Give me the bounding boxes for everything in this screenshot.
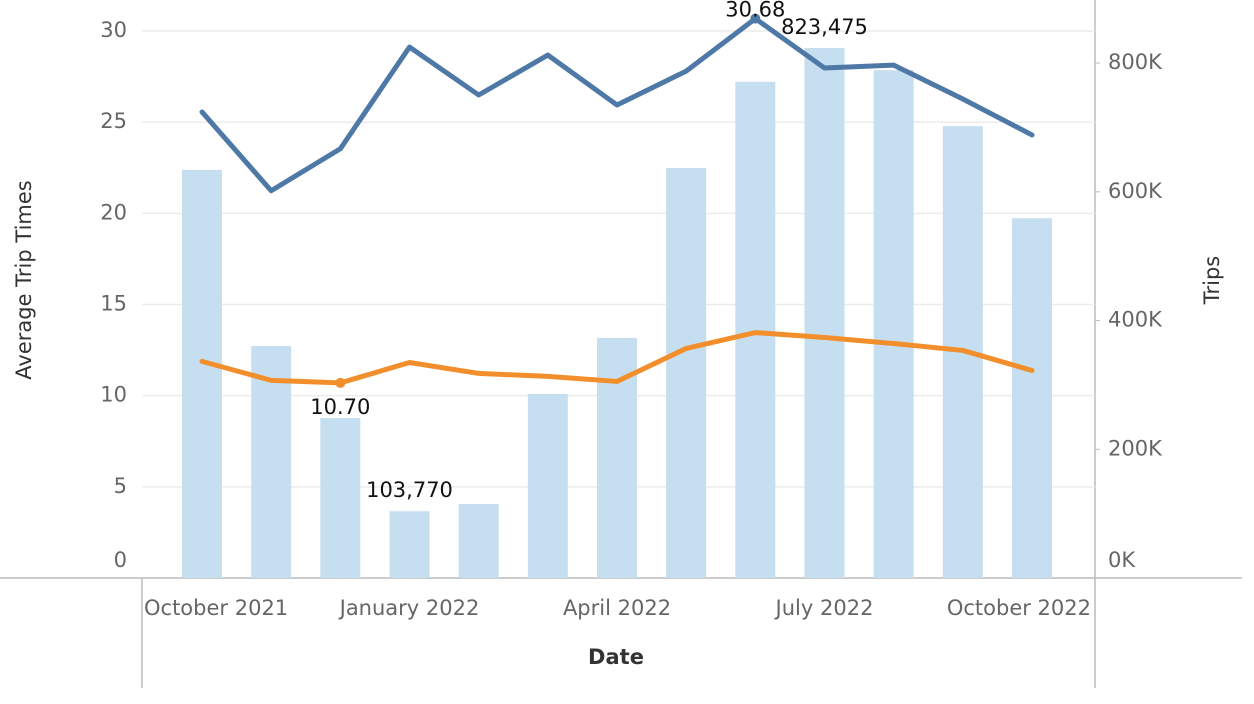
data-label: 30.68 (725, 0, 785, 22)
y2-tick-label: 800K (1108, 50, 1163, 74)
y-axis-title: Average Trip Times (12, 180, 36, 379)
bar (527, 393, 568, 578)
x-tick-label: October 2021 (144, 596, 288, 620)
y-tick-label: 10 (100, 383, 127, 407)
data-label: 10.70 (310, 395, 370, 419)
y2-axis-title: Trips (1200, 256, 1224, 305)
x-axis-title: Date (588, 645, 644, 669)
x-tick-label: April 2022 (563, 596, 671, 620)
y2-tick-label: 400K (1108, 308, 1163, 332)
data-label: 823,475 (781, 15, 868, 39)
data-label: 103,770 (366, 478, 453, 502)
point (335, 377, 346, 388)
x-tick-label: January 2022 (338, 596, 480, 620)
bar (458, 503, 499, 578)
bar (320, 417, 361, 578)
bar (597, 337, 637, 578)
y-tick-label: 20 (100, 200, 127, 224)
bar (251, 345, 292, 578)
y2-tick-label: 600K (1108, 179, 1163, 203)
bar (1012, 218, 1052, 578)
x-tick-label: October 2022 (947, 596, 1091, 620)
y-tick-label: 5 (114, 474, 127, 498)
bar (804, 47, 845, 579)
y2-tick-label: 200K (1108, 436, 1163, 460)
y2-tick-label: 0K (1108, 548, 1136, 572)
bar (666, 167, 707, 578)
point (750, 13, 761, 24)
y-tick-label: 15 (100, 291, 127, 315)
bar (182, 169, 222, 579)
bar (389, 511, 430, 578)
y-tick-label: 0 (114, 548, 127, 572)
x-tick-label: July 2022 (774, 596, 874, 620)
y-tick-label: 25 (100, 109, 127, 133)
y-tick-label: 30 (100, 18, 127, 42)
bar (735, 81, 776, 579)
bar (873, 70, 914, 578)
line (199, 16, 1035, 194)
